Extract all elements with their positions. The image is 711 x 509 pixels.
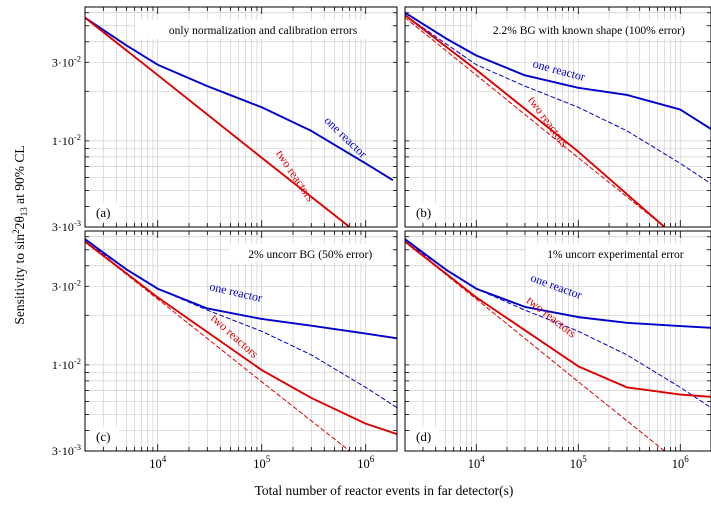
x-tick-label: 104	[468, 454, 486, 471]
y-tick-exponent: -2	[74, 277, 81, 287]
series-two-reactors	[405, 240, 711, 398]
y-axis-title-prefix: Sensitivity to sin	[12, 234, 27, 325]
series-one-reactor-dashed-	[85, 241, 397, 409]
y-tick-exponent: -2	[74, 356, 81, 366]
y-tick-mantissa: 1·10	[52, 134, 74, 148]
y-tick-exponent: -2	[74, 132, 81, 142]
panel-title-box	[229, 244, 391, 263]
grid	[85, 7, 397, 227]
y-tick-label: 3·10-3	[52, 218, 81, 234]
x-tick-label: 106	[357, 454, 375, 471]
x-tick-base: 10	[357, 457, 370, 471]
panels: only normalization and calibration error…	[52, 6, 711, 471]
panel-1: 2.2% BG with known shape (100% error) (b)…	[404, 6, 711, 228]
panel-title: 2% uncorr BG (50% error)	[248, 249, 372, 261]
series-two-reactors	[85, 16, 351, 227]
axis-titles: Sensitivity to sin22θ13 at 90% CL Total …	[11, 145, 513, 498]
series-two-reactors	[405, 14, 666, 227]
panel-title-box	[525, 244, 705, 263]
series-one-reactor	[85, 16, 394, 181]
x-tick-exponent: 5	[582, 454, 587, 464]
series-two-reactors-dashed-	[405, 17, 665, 227]
series-one-reactor-dashed-	[405, 241, 711, 409]
grid	[405, 7, 711, 227]
y-axis-title-sub: 13	[19, 207, 29, 217]
x-tick-exponent: 6	[684, 454, 689, 464]
y-tick-mantissa: 3·10	[52, 444, 74, 458]
panel-letter-box	[411, 203, 439, 221]
x-tick-base: 10	[672, 457, 685, 471]
panel-letter: (d)	[416, 429, 431, 444]
tick-marks	[404, 7, 711, 228]
panel-letter: (a)	[96, 205, 110, 220]
panel-2: 2% uncorr BG (50% error) (c) one reactor tw…	[52, 230, 398, 471]
x-tick-label: 104	[149, 454, 167, 471]
panel-letter-box	[411, 427, 439, 445]
y-tick-label: 1·10-2	[52, 132, 81, 148]
series-one-reactor	[405, 238, 711, 329]
panel-title: 2.2% BG with known shape (100% error)	[493, 25, 685, 37]
y-tick-label: 3·10-2	[52, 53, 81, 69]
series-group	[85, 238, 397, 451]
panel-3: 1% uncorr experimental error(d)one react…	[404, 230, 711, 471]
y-tick-exponent: -2	[74, 53, 81, 63]
y-tick-mantissa: 3·10	[52, 279, 74, 293]
series-one-reactor-dashed-	[405, 14, 711, 185]
panel-letter: (b)	[416, 205, 431, 220]
curve-label-1: two reactors	[208, 311, 261, 361]
y-tick-mantissa: 3·10	[52, 220, 74, 234]
x-tick-exponent: 4	[162, 454, 167, 464]
panel-title: 1% uncorr experimental error	[547, 249, 684, 261]
grid	[405, 231, 711, 451]
x-tick-exponent: 6	[370, 454, 375, 464]
y-axis-title-sup: 2	[11, 229, 21, 234]
series-one-reactor	[405, 11, 711, 131]
y-tick-mantissa: 3·10	[52, 55, 74, 69]
tick-marks	[404, 231, 711, 452]
panel-frame	[84, 230, 398, 452]
y-tick-exponent: -3	[74, 218, 81, 228]
x-tick-label: 105	[253, 454, 271, 471]
x-tick-base: 10	[468, 457, 481, 471]
x-tick-label: 105	[570, 454, 588, 471]
panel-title-box	[135, 20, 391, 39]
series-two-reactors	[85, 240, 397, 436]
panel-0: only normalization and calibration error…	[52, 6, 398, 234]
x-axis-title: Total number of reactor events in far de…	[255, 483, 514, 498]
panel-title-box	[472, 20, 705, 39]
y-tick-label: 1·10-2	[52, 356, 81, 372]
panel-title: only normalization and calibration error…	[169, 25, 358, 37]
panel-frame	[84, 6, 398, 228]
series-group	[405, 238, 711, 451]
series-group	[85, 16, 394, 227]
series-two-reactors-dashed-	[85, 241, 351, 451]
curve-label-1: two reactors	[524, 293, 579, 341]
x-tick-base: 10	[149, 457, 162, 471]
y-axis-title: Sensitivity to sin22θ13 at 90% CL	[11, 145, 29, 324]
grid	[85, 231, 397, 451]
y-axis-title-suffix: at 90% CL	[12, 145, 27, 207]
y-tick-label: 3·10-2	[52, 277, 81, 293]
x-tick-exponent: 4	[480, 454, 485, 464]
x-tick-exponent: 5	[266, 454, 271, 464]
panel-letter: (c)	[96, 429, 110, 444]
tick-marks	[84, 7, 398, 228]
curve-label-0: one reactor	[208, 279, 263, 305]
curve-label-0: one reactor	[322, 113, 370, 160]
panel-frame	[404, 6, 711, 228]
series-two-reactors-dashed-	[405, 241, 665, 451]
panel-letter-box	[91, 203, 119, 221]
x-tick-base: 10	[570, 457, 583, 471]
y-tick-label: 3·10-3	[52, 442, 81, 458]
y-tick-mantissa: 1·10	[52, 358, 74, 372]
series-group	[405, 11, 711, 227]
panel-letter-box	[91, 427, 119, 445]
y-tick-exponent: -3	[74, 442, 81, 452]
panel-frame	[404, 230, 711, 452]
x-tick-base: 10	[253, 457, 266, 471]
y-axis-title-mid: 2θ	[12, 216, 27, 229]
x-tick-label: 106	[672, 454, 690, 471]
